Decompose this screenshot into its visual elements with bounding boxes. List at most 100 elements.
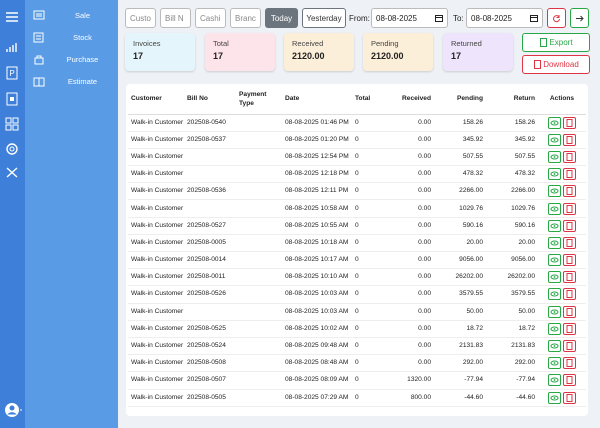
pdf-button[interactable]	[563, 116, 576, 129]
menu-item[interactable]: Sale	[25, 5, 118, 25]
menu-item[interactable]: Estimate	[25, 71, 118, 91]
pdf-button[interactable]	[563, 185, 576, 198]
table-cell: 0.00	[374, 354, 434, 373]
table-cell: 08-08-2025 10:03 AM	[282, 285, 352, 304]
refresh-button[interactable]	[547, 8, 566, 28]
view-button[interactable]	[548, 288, 561, 301]
export-button[interactable]: Export	[522, 33, 590, 52]
pdf-button[interactable]	[563, 357, 576, 370]
avatar[interactable]	[4, 402, 24, 418]
table-cell	[184, 148, 236, 167]
customer-filter[interactable]: Custo	[125, 8, 156, 28]
pdf-button[interactable]	[563, 219, 576, 232]
view-button[interactable]	[548, 202, 561, 215]
column-header: Bill No	[184, 84, 236, 115]
view-button[interactable]	[548, 185, 561, 198]
cell-text: 0.00	[418, 170, 431, 178]
view-button[interactable]	[548, 219, 561, 232]
download-button[interactable]: Download	[522, 55, 590, 74]
pdf-button[interactable]	[563, 322, 576, 335]
to-date-value: 08-08-2025	[471, 14, 512, 23]
table-cell: Walk-in Customer	[128, 303, 184, 321]
yesterday-button[interactable]: Yesterday	[302, 8, 346, 28]
pdf-button[interactable]	[563, 391, 576, 404]
to-date[interactable]: 08-08-2025	[466, 8, 543, 28]
table-cell: Walk-in Customer	[128, 371, 184, 390]
menu-icon[interactable]	[4, 10, 20, 24]
table-cell: 20.00	[434, 234, 486, 253]
next-button[interactable]	[570, 8, 589, 28]
table-cell: Walk-in Customer	[128, 389, 184, 407]
table-cell: 0	[352, 217, 374, 235]
pdf-button[interactable]	[563, 271, 576, 284]
cell-text: 202508-0011	[187, 273, 226, 281]
table-cell	[184, 303, 236, 321]
table-cell	[236, 320, 282, 338]
view-button[interactable]	[548, 150, 561, 163]
view-button[interactable]	[548, 133, 561, 146]
view-button[interactable]	[548, 322, 561, 335]
table-cell: 0	[352, 303, 374, 321]
table-cell	[236, 165, 282, 184]
pdf-button[interactable]	[563, 168, 576, 181]
table-cell	[236, 234, 282, 253]
from-date[interactable]: 08-08-2025	[371, 8, 448, 28]
view-button[interactable]	[548, 357, 561, 370]
pdf-button[interactable]	[563, 202, 576, 215]
table-cell: 202508-0536	[184, 182, 236, 201]
view-button[interactable]	[548, 271, 561, 284]
table-row: Walk-in Customer 08-08-2025 12:18 PM 0 0.00…	[128, 165, 586, 184]
table-cell: 08-08-2025 10:18 AM	[282, 234, 352, 253]
view-button[interactable]	[548, 116, 561, 129]
table-row: Walk-in Customer 202508-0525 08-08-2025 10…	[128, 320, 586, 338]
view-button[interactable]	[548, 391, 561, 404]
table-row: Walk-in Customer 202508-0526 08-08-2025 10…	[128, 285, 586, 304]
bill-filter[interactable]: Bill N	[160, 8, 191, 28]
cell-text: 202508-0526	[187, 290, 226, 298]
settings-icon[interactable]	[4, 142, 20, 156]
cell-text: 0	[355, 393, 359, 401]
view-button[interactable]	[548, 254, 561, 267]
cell-text: 3579.55	[511, 290, 535, 298]
cell-text: Walk-in Customer	[131, 221, 184, 229]
table-cell	[538, 303, 586, 321]
table-cell: Walk-in Customer	[128, 217, 184, 235]
table-cell: 08-08-2025 12:54 PM	[282, 148, 352, 167]
card-label: Total	[213, 39, 229, 48]
page-icon[interactable]	[4, 92, 20, 106]
cashier-filter[interactable]: Cashi	[195, 8, 226, 28]
cell-text: 0.00	[418, 152, 431, 160]
chart-icon[interactable]	[4, 40, 20, 54]
view-button[interactable]	[548, 168, 561, 181]
table-cell: 0	[352, 165, 374, 184]
tools-icon[interactable]	[4, 165, 20, 179]
table-cell: 292.00	[434, 354, 486, 373]
pdf-button[interactable]	[563, 288, 576, 301]
pdf-button[interactable]	[563, 150, 576, 163]
view-button[interactable]	[548, 340, 561, 353]
cell-text: 590.16	[514, 221, 535, 229]
pdf-button[interactable]	[563, 236, 576, 249]
today-button[interactable]: Today	[265, 8, 298, 28]
menu-sidebar: Sale Stock Purchase Estimate	[25, 0, 118, 428]
menu-item[interactable]: Stock	[25, 27, 118, 47]
view-button[interactable]	[548, 374, 561, 387]
card-label: Returned	[451, 39, 482, 48]
grid-icon[interactable]	[4, 117, 20, 131]
pdf-button[interactable]	[563, 340, 576, 353]
view-button[interactable]	[548, 236, 561, 249]
pdf-button[interactable]	[563, 133, 576, 146]
branch-filter[interactable]: Branc	[230, 8, 261, 28]
pdf-button[interactable]	[563, 305, 576, 318]
cell-text: 507.55	[462, 152, 483, 160]
view-button[interactable]	[548, 305, 561, 318]
pdf-button[interactable]	[563, 254, 576, 267]
table-row: Walk-in Customer 202508-0536 08-08-2025 12…	[128, 182, 586, 201]
purchase-icon[interactable]: P	[4, 66, 20, 80]
card-value: 2120.00	[371, 51, 404, 61]
pdf-button[interactable]	[563, 374, 576, 387]
menu-item[interactable]: Purchase	[25, 49, 118, 69]
cell-text: 202508-0524	[187, 342, 226, 350]
table-row: Walk-in Customer 202508-0014 08-08-2025 10…	[128, 251, 586, 270]
card: Total 17	[205, 33, 275, 71]
